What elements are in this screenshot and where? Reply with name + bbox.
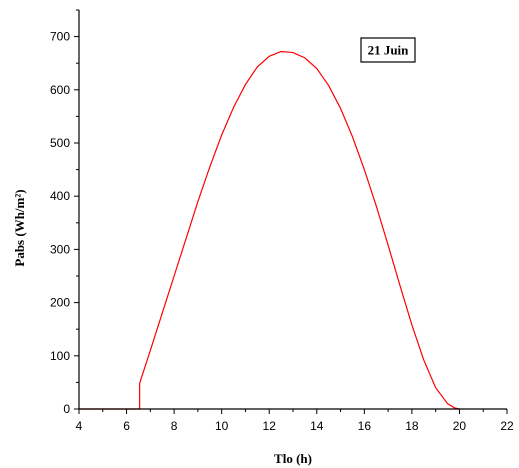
x-tick-label: 20 <box>453 419 467 433</box>
x-tick-label: 16 <box>358 419 372 433</box>
y-tick-label: 600 <box>50 83 70 97</box>
axes: 4 6 8 10 12 14 16 18 20 22 0 100 200 300 400 500 600 700 <box>50 9 514 433</box>
legend-box: 21 Juin <box>360 37 416 63</box>
x-tick-label: 22 <box>500 419 514 433</box>
legend-frame <box>360 37 416 63</box>
x-tick-label: 4 <box>76 419 83 433</box>
x-axis-label: Tlo (h) <box>274 451 312 466</box>
y-tick-label: 0 <box>63 402 70 416</box>
y-tick-label: 100 <box>50 349 70 363</box>
x-tick-label: 18 <box>405 419 419 433</box>
y-tick-label: 300 <box>50 242 70 256</box>
x-tick-label: 8 <box>171 419 178 433</box>
y-tick-label: 200 <box>50 296 70 310</box>
y-tick-label: 700 <box>50 30 70 44</box>
y-tick-label: 500 <box>50 136 70 150</box>
x-tick-label: 14 <box>310 419 324 433</box>
y-axis-label: Pabs (Wh/m²) <box>12 189 27 266</box>
x-tick-label: 6 <box>123 419 130 433</box>
y-tick-label: 400 <box>50 189 70 203</box>
series-line <box>79 50 460 410</box>
legend-label: 21 Juin <box>368 43 410 58</box>
x-tick-label: 12 <box>263 419 277 433</box>
x-tick-label: 10 <box>215 419 229 433</box>
plot-area <box>79 50 460 410</box>
